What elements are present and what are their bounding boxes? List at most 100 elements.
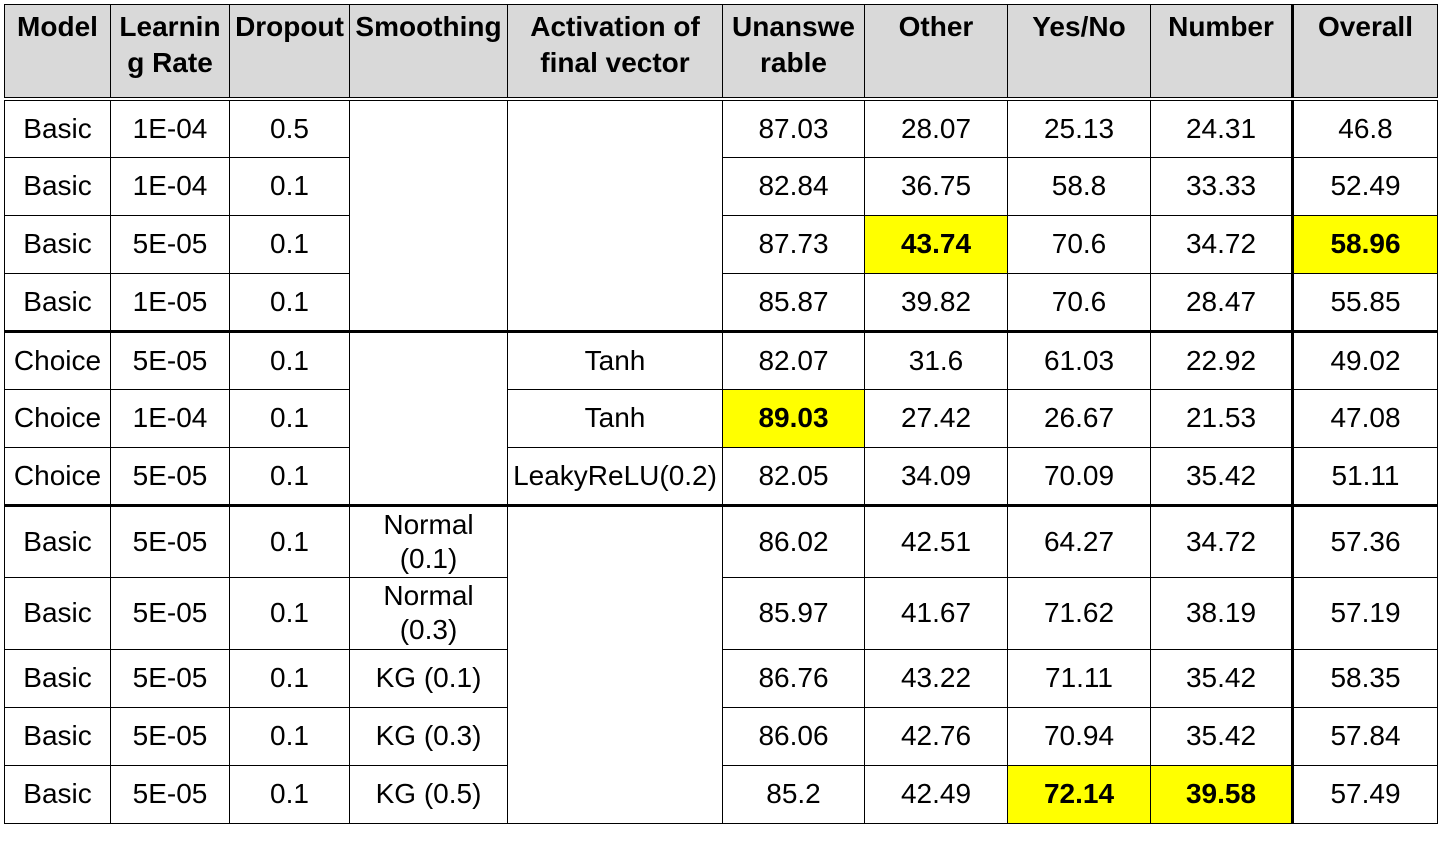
cell-overall: 55.85 — [1291, 272, 1438, 332]
cell-number-best: 39.58 — [1150, 764, 1293, 824]
table-row: Choice 5E-05 0.1 LeakyReLU(0.2) 82.05 34… — [4, 446, 1438, 506]
cell-yesno: 71.62 — [1007, 576, 1151, 650]
cell-smoothing: KG (0.3) — [349, 706, 508, 766]
header-row: Model Learnin g Rate Dropout Smoothing Ac… — [4, 4, 1438, 101]
table-row: Basic 1E-04 0.5 87.03 28.07 25.13 24.31 … — [4, 98, 1438, 332]
cell-other: 42.51 — [864, 503, 1008, 578]
col-header-overall: Overall — [1291, 4, 1438, 101]
cell-other: 31.6 — [864, 329, 1008, 390]
cell-unanswerable-best: 89.03 — [722, 388, 865, 448]
cell-model: Choice — [4, 446, 111, 506]
cell-dropout: 0.1 — [229, 706, 350, 766]
cell-learning-rate: 5E-05 — [110, 648, 230, 708]
table-row: Basic 5E-05 0.1 87.73 43.74 70.6 34.72 5… — [4, 214, 1438, 274]
cell-number: 28.47 — [1150, 272, 1293, 332]
col-header-unanswerable: Unanswe rable — [722, 4, 865, 101]
cell-unanswerable: 87.73 — [722, 214, 865, 274]
cell-dropout: 0.1 — [229, 648, 350, 708]
cell-model: Basic — [4, 648, 111, 708]
cell-overall: 47.08 — [1291, 388, 1438, 448]
col-header-model: Model — [4, 4, 111, 101]
cell-other: 39.82 — [864, 272, 1008, 332]
cell-dropout: 0.1 — [229, 764, 350, 824]
cell-dropout: 0.1 — [229, 388, 350, 448]
cell-dropout: 0.1 — [229, 156, 350, 216]
cell-other: 42.76 — [864, 706, 1008, 766]
cell-overall: 51.11 — [1291, 446, 1438, 506]
cell-learning-rate: 5E-05 — [110, 764, 230, 824]
cell-unanswerable: 86.76 — [722, 648, 865, 708]
cell-number: 21.53 — [1150, 388, 1293, 448]
col-header-number: Number — [1150, 4, 1293, 101]
cell-unanswerable: 86.02 — [722, 503, 865, 578]
cell-activation: LeakyReLU(0.2) — [507, 446, 723, 506]
cell-activation-empty — [507, 503, 723, 824]
col-header-activation: Activation of final vector — [507, 4, 723, 101]
cell-smoothing: Normal (0.1) — [349, 503, 508, 578]
table-row: Basic 5E-05 0.1 Normal (0.1) 86.02 42.51 … — [4, 503, 1438, 824]
cell-number: 35.42 — [1150, 648, 1293, 708]
cell-overall: 57.36 — [1291, 503, 1438, 578]
cell-number: 24.31 — [1150, 98, 1293, 158]
cell-model: Basic — [4, 214, 111, 274]
cell-learning-rate: 5E-05 — [110, 503, 230, 578]
cell-yesno-best: 72.14 — [1007, 764, 1151, 824]
cell-other: 41.67 — [864, 576, 1008, 650]
cell-number: 33.33 — [1150, 156, 1293, 216]
table-row: Basic 5E-05 0.1 KG (0.3) 86.06 42.76 70.… — [4, 706, 1438, 766]
cell-activation-empty — [507, 98, 723, 332]
cell-other: 27.42 — [864, 388, 1008, 448]
cell-yesno: 70.94 — [1007, 706, 1151, 766]
cell-overall: 57.19 — [1291, 576, 1438, 650]
table-row: Choice 5E-05 0.1 Tanh 82.07 31.6 61.03 2… — [4, 329, 1438, 506]
col-header-other: Other — [864, 4, 1008, 101]
cell-unanswerable: 85.97 — [722, 576, 865, 650]
cell-unanswerable: 82.07 — [722, 329, 865, 390]
col-header-dropout: Dropout — [229, 4, 350, 101]
cell-number: 22.92 — [1150, 329, 1293, 390]
cell-model: Basic — [4, 764, 111, 824]
cell-number: 35.42 — [1150, 706, 1293, 766]
cell-learning-rate: 5E-05 — [110, 576, 230, 650]
cell-yesno: 61.03 — [1007, 329, 1151, 390]
cell-yesno: 58.8 — [1007, 156, 1151, 216]
cell-number: 34.72 — [1150, 503, 1293, 578]
col-header-smoothing: Smoothing — [349, 4, 508, 101]
cell-yesno: 70.09 — [1007, 446, 1151, 506]
cell-other: 28.07 — [864, 98, 1008, 158]
results-table: Model Learnin g Rate Dropout Smoothing Ac… — [4, 4, 1438, 824]
cell-activation: Tanh — [507, 388, 723, 448]
cell-learning-rate: 1E-05 — [110, 272, 230, 332]
cell-other: 43.22 — [864, 648, 1008, 708]
cell-yesno: 25.13 — [1007, 98, 1151, 158]
cell-learning-rate: 5E-05 — [110, 214, 230, 274]
table-row: Basic 1E-05 0.1 85.87 39.82 70.6 28.47 5… — [4, 272, 1438, 332]
cell-overall: 57.49 — [1291, 764, 1438, 824]
cell-dropout: 0.1 — [229, 446, 350, 506]
cell-dropout: 0.1 — [229, 576, 350, 650]
cell-overall: 58.35 — [1291, 648, 1438, 708]
cell-overall-best: 58.96 — [1291, 214, 1438, 274]
cell-number: 35.42 — [1150, 446, 1293, 506]
cell-unanswerable: 85.87 — [722, 272, 865, 332]
cell-model: Basic — [4, 156, 111, 216]
cell-learning-rate: 5E-05 — [110, 706, 230, 766]
cell-yesno: 70.6 — [1007, 272, 1151, 332]
cell-other: 36.75 — [864, 156, 1008, 216]
cell-unanswerable: 82.84 — [722, 156, 865, 216]
cell-dropout: 0.1 — [229, 272, 350, 332]
cell-learning-rate: 1E-04 — [110, 98, 230, 158]
col-header-learning-rate: Learnin g Rate — [110, 4, 230, 101]
cell-yesno: 26.67 — [1007, 388, 1151, 448]
cell-other: 34.09 — [864, 446, 1008, 506]
cell-model: Basic — [4, 272, 111, 332]
cell-unanswerable: 86.06 — [722, 706, 865, 766]
cell-learning-rate: 5E-05 — [110, 446, 230, 506]
cell-overall: 46.8 — [1291, 98, 1438, 158]
cell-unanswerable: 87.03 — [722, 98, 865, 158]
col-header-yesno: Yes/No — [1007, 4, 1151, 101]
cell-smoothing: Normal (0.3) — [349, 576, 508, 650]
cell-yesno: 71.11 — [1007, 648, 1151, 708]
cell-overall: 57.84 — [1291, 706, 1438, 766]
cell-number: 34.72 — [1150, 214, 1293, 274]
